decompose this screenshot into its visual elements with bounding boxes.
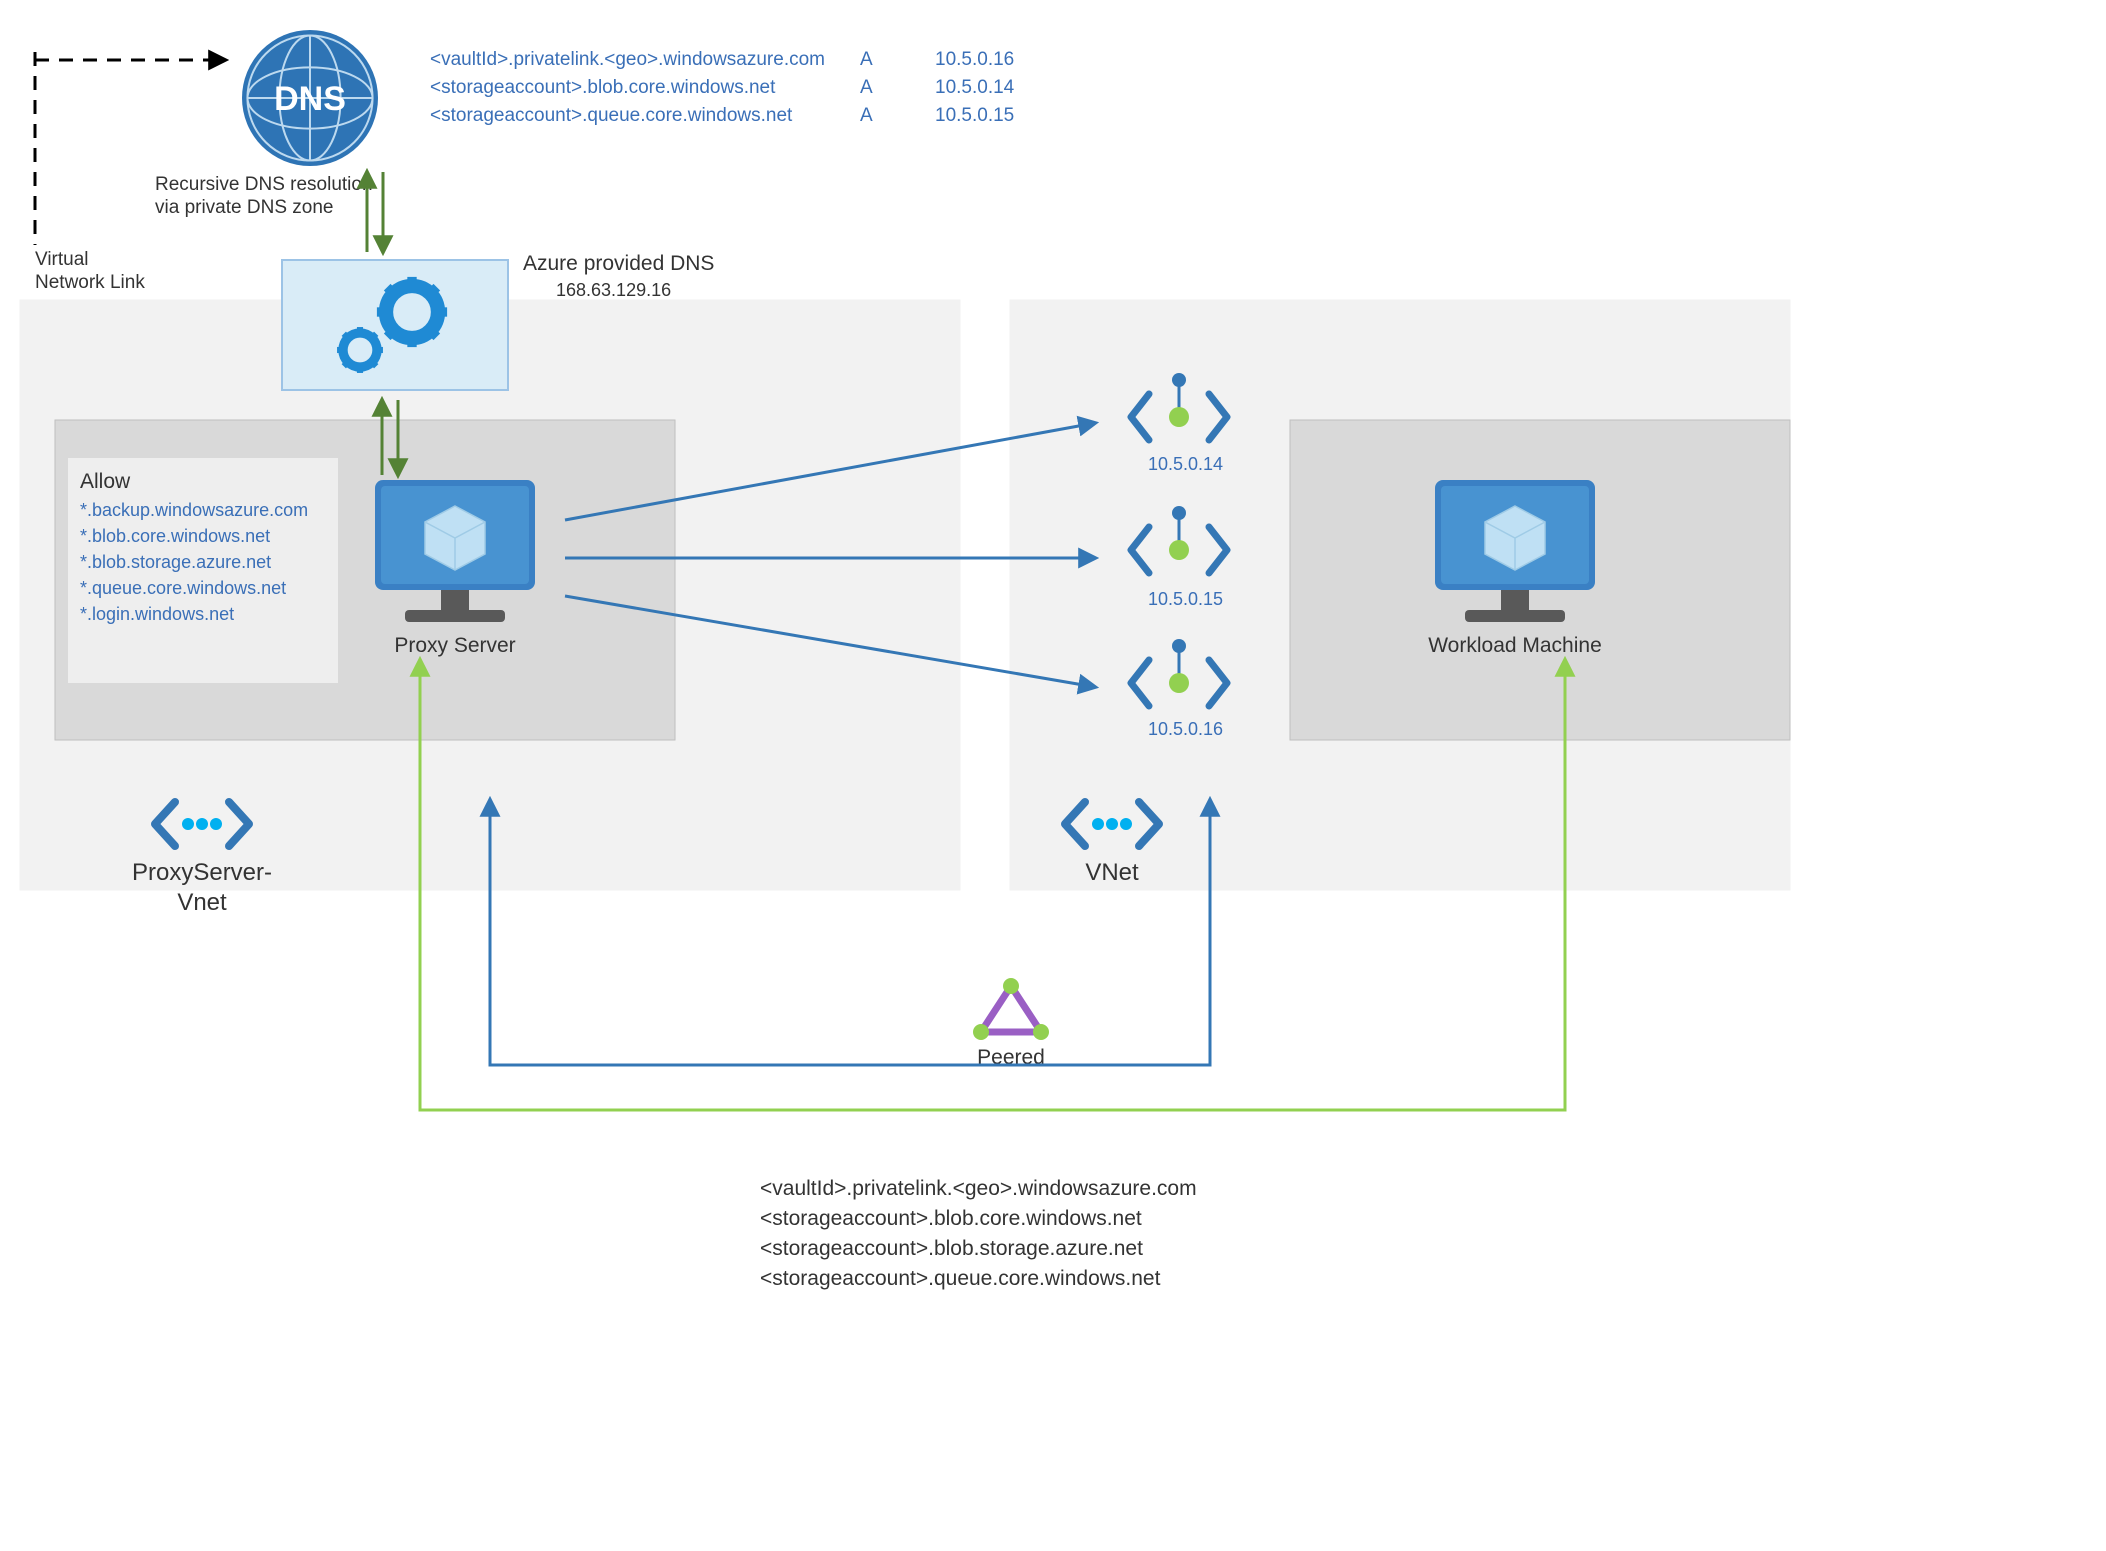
dns-icon: DNS — [242, 30, 378, 166]
dns-record-ip: 10.5.0.15 — [935, 105, 1014, 126]
endpoint-ip: 10.5.0.14 — [1148, 454, 1223, 474]
allow-entry: *.login.windows.net — [80, 604, 234, 624]
svg-text:Workload Machine: Workload Machine — [1428, 634, 1602, 657]
bottom-fqdn: <storageaccount>.blob.core.windows.net — [760, 1207, 1142, 1230]
peered-icon: Peered — [973, 978, 1049, 1069]
vnet-label: VNet — [1085, 859, 1139, 886]
architecture-diagram: VirtualNetwork Link DNS <vaultId>.privatel… — [0, 0, 2106, 1551]
bottom-fqdn: <vaultId>.privatelink.<geo>.windowsazure… — [760, 1177, 1197, 1200]
azure-dns-label: Azure provided DNS — [523, 252, 714, 275]
dns-record-fqdn: <storageaccount>.queue.core.windows.net — [430, 105, 793, 126]
proxyserver-vnet-label: ProxyServer- — [132, 859, 272, 886]
dns-record-ip: 10.5.0.14 — [935, 77, 1015, 98]
svg-text:Proxy Server: Proxy Server — [394, 634, 515, 657]
allow-entry: *.blob.core.windows.net — [80, 526, 270, 546]
bottom-fqdn: <storageaccount>.queue.core.windows.net — [760, 1267, 1161, 1290]
allow-entry: *.queue.core.windows.net — [80, 578, 286, 598]
dns-record-type: A — [860, 77, 873, 98]
endpoint-ip: 10.5.0.16 — [1148, 719, 1223, 739]
virtual-network-link-label: Virtual — [35, 249, 89, 270]
svg-text:Network Link: Network Link — [35, 272, 145, 293]
endpoint-ip: 10.5.0.15 — [1148, 589, 1223, 609]
azure-dns-ip: 168.63.129.16 — [556, 280, 671, 300]
dns-record-ip: 10.5.0.16 — [935, 49, 1014, 70]
dns-record-fqdn: <vaultId>.privatelink.<geo>.windowsazure… — [430, 49, 825, 70]
svg-text:via private DNS zone: via private DNS zone — [155, 197, 333, 218]
bottom-fqdn: <storageaccount>.blob.storage.azure.net — [760, 1237, 1143, 1260]
allow-entry: *.blob.storage.azure.net — [80, 552, 271, 572]
allow-entry: *.backup.windowsazure.com — [80, 500, 308, 520]
svg-text:DNS: DNS — [274, 80, 346, 118]
dns-record-type: A — [860, 105, 873, 126]
svg-text:Vnet: Vnet — [177, 889, 227, 916]
allow-title: Allow — [80, 470, 131, 493]
recursive-dns-label: Recursive DNS resolution — [155, 174, 373, 195]
dns-record-fqdn: <storageaccount>.blob.core.windows.net — [430, 77, 776, 98]
dns-record-type: A — [860, 49, 873, 70]
